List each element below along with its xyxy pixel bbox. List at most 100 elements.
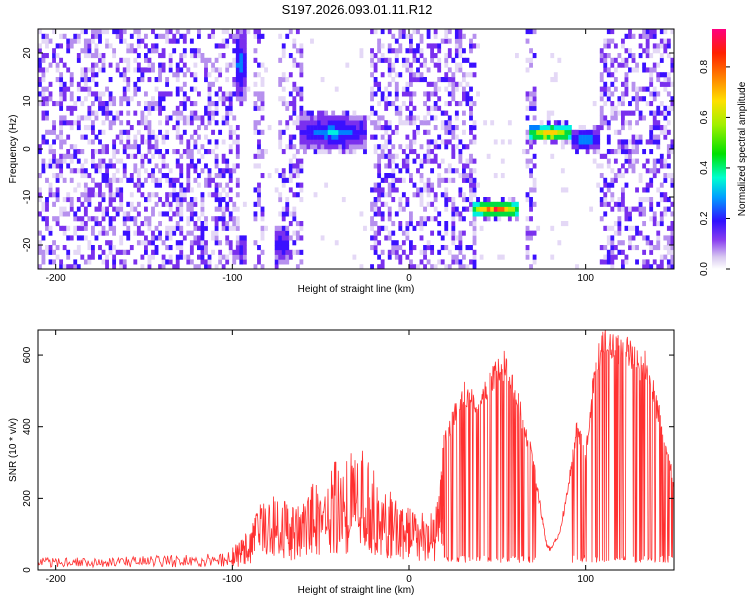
heatmap-cell [515, 216, 519, 222]
heatmap-cell [179, 230, 184, 236]
heatmap-cell [472, 235, 477, 241]
heatmap-cell [59, 72, 64, 78]
heatmap-cell [55, 134, 60, 140]
heatmap-cell [101, 163, 106, 169]
heatmap-cell [179, 134, 184, 140]
heatmap-cell [624, 139, 629, 145]
heatmap-cell [652, 110, 657, 116]
heatmap-cell [98, 57, 102, 63]
heatmap-cell [642, 62, 647, 68]
heatmap-cell [525, 96, 530, 102]
heatmap-cell [532, 105, 537, 111]
heatmap-cell [274, 245, 279, 251]
heatmap-cell [380, 72, 385, 78]
heatmap-cell [409, 144, 413, 150]
heatmap-cell [663, 177, 668, 183]
heatmap-cell [387, 158, 392, 164]
heatmap-cell [412, 72, 417, 78]
heatmap-cell [228, 62, 233, 68]
heatmap-cell [405, 105, 410, 111]
heatmap-cell [59, 43, 64, 49]
heatmap-cell [299, 120, 304, 126]
heatmap-cell [94, 115, 99, 121]
heatmap-cell [242, 201, 247, 207]
heatmap-cell [437, 177, 442, 183]
heatmap-cell [186, 67, 191, 73]
heatmap-cell [232, 115, 237, 121]
heatmap-cell [631, 53, 636, 59]
heatmap-cell [401, 29, 406, 35]
heatmap-cell [214, 221, 219, 227]
heatmap-cell [462, 77, 466, 83]
heatmap-cell [179, 33, 184, 39]
heatmap-cell [144, 168, 148, 174]
heatmap-cell [578, 125, 583, 131]
heatmap-cell [161, 33, 166, 39]
heatmap-cell [204, 67, 208, 73]
heatmap-cell [610, 81, 615, 87]
heatmap-cell [564, 187, 569, 193]
heatmap-cell [529, 187, 533, 193]
heatmap-cell [278, 57, 283, 63]
heatmap-cell [242, 72, 247, 78]
heatmap-cell [257, 197, 261, 203]
heatmap-cell [324, 125, 329, 131]
heatmap-cell [370, 206, 374, 212]
heatmap-cell [108, 245, 113, 251]
heatmap-cell [214, 43, 219, 49]
heatmap-cell [394, 254, 399, 260]
heatmap-cell [394, 129, 399, 135]
heatmap-cell [320, 110, 325, 116]
heatmap-cell [440, 77, 445, 83]
heatmap-cell [136, 182, 141, 188]
heatmap-cell [253, 216, 258, 222]
heatmap-cell [529, 125, 533, 131]
heatmap-cell [649, 245, 654, 251]
heatmap-cell [409, 48, 413, 54]
heatmap-cell [666, 173, 671, 179]
heatmap-cell [175, 77, 180, 83]
heatmap-cell [200, 144, 205, 150]
heatmap-cell [458, 192, 463, 198]
heatmap-cell [108, 187, 113, 193]
heatmap-cell [454, 254, 459, 260]
heatmap-cell [557, 120, 562, 126]
heatmap-cell [603, 81, 608, 87]
heatmap-cell [87, 259, 92, 265]
heatmap-cell [288, 163, 293, 169]
heatmap-cell [214, 192, 219, 198]
heatmap-cell [472, 101, 477, 107]
heatmap-cell [507, 206, 512, 212]
heatmap-cell [242, 245, 247, 251]
heatmap-cell [670, 249, 675, 255]
heatmap-cell [320, 120, 325, 126]
heatmap-cell [635, 158, 639, 164]
heatmap-cell [532, 96, 537, 102]
heatmap-cell [193, 53, 198, 59]
heatmap-cell [165, 91, 170, 97]
heatmap-cell [83, 72, 88, 78]
heatmap-cell [373, 134, 378, 140]
heatmap-cell [38, 197, 42, 203]
heatmap-cell [645, 33, 650, 39]
heatmap-cell [398, 206, 403, 212]
heatmap-cell [228, 149, 233, 155]
heatmap-cell [147, 120, 152, 126]
heatmap-cell [186, 163, 191, 169]
heatmap-cell [158, 149, 162, 155]
heatmap-cell [469, 62, 473, 68]
heatmap-cell [500, 201, 505, 207]
heatmap-cell [133, 67, 138, 73]
heatmap-cell [560, 129, 565, 135]
heatmap-cell [204, 221, 208, 227]
heatmap-cell [401, 33, 406, 39]
heatmap-cell [62, 62, 67, 68]
heatmap-cell [631, 139, 636, 145]
heatmap-cell [568, 139, 572, 145]
heatmap-cell [38, 81, 42, 87]
heatmap-cell [666, 149, 671, 155]
heatmap-cell [497, 254, 502, 260]
heatmap-cell [387, 163, 392, 169]
heatmap-cell [409, 43, 413, 49]
heatmap-cell [529, 201, 533, 207]
